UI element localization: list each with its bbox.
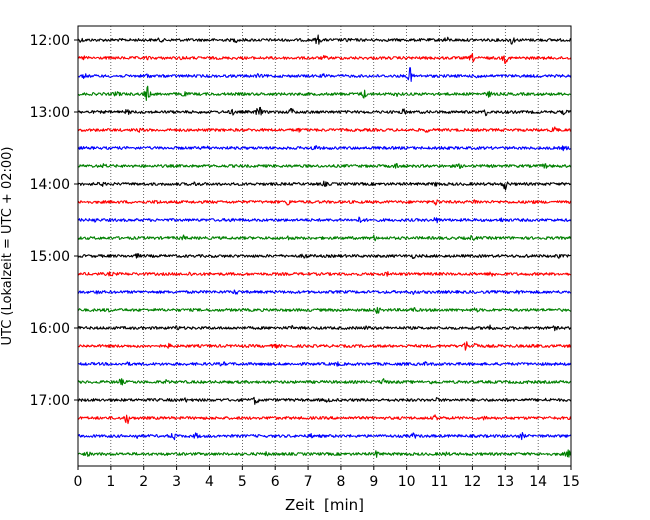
plot-frame xyxy=(77,25,572,467)
x-tick-label: 2 xyxy=(139,474,148,490)
seismogram-trace-row xyxy=(77,271,572,277)
x-tick-label: 3 xyxy=(172,474,181,490)
seismogram-trace-row xyxy=(77,67,572,82)
seismogram-traces xyxy=(77,34,572,458)
x-tick-label: 4 xyxy=(205,474,214,490)
seismogram-trace-row xyxy=(77,289,572,296)
seismogram-trace-row xyxy=(77,341,572,351)
x-tick-label: 6 xyxy=(271,474,280,490)
x-tick-label: 9 xyxy=(369,474,378,490)
seismogram-trace-row xyxy=(77,324,572,332)
x-axis-ticks: 0 1 2 3 4 5 6 7 8 9 10 11 12 13 14 15 xyxy=(74,466,580,490)
x-tick-label: 14 xyxy=(529,474,547,490)
seismogram-trace-row xyxy=(77,396,572,405)
y-tick-label: 16:00 xyxy=(30,321,70,337)
y-tick-label: 17:00 xyxy=(30,393,70,409)
seismogram-trace-row xyxy=(77,199,572,206)
seismogram-trace-row xyxy=(77,145,572,152)
plot-background xyxy=(78,26,571,466)
x-tick-label: 12 xyxy=(463,474,481,490)
y-tick-label: 12:00 xyxy=(30,33,70,49)
seismogram-trace-row xyxy=(77,106,572,117)
x-tick-label: 7 xyxy=(304,474,313,490)
seismogram-trace-row xyxy=(77,163,572,169)
seismogram-trace-row xyxy=(77,306,572,314)
seismogram-trace-row xyxy=(77,85,572,102)
x-tick-label: 10 xyxy=(398,474,416,490)
seismogram-trace-row xyxy=(77,52,572,64)
seismogram-trace-row xyxy=(77,414,572,425)
seismogram-trace-row xyxy=(77,216,572,224)
x-tick-label: 11 xyxy=(431,474,449,490)
x-tick-label: 5 xyxy=(238,474,247,490)
seismogram-trace-row xyxy=(77,253,572,260)
seismogram-trace-row xyxy=(77,34,572,45)
seismogram-trace-row xyxy=(77,126,572,133)
y-tick-label: 13:00 xyxy=(30,105,70,121)
x-tick-label: 1 xyxy=(106,474,115,490)
seismogram-trace-row xyxy=(77,378,572,386)
vertical-grid xyxy=(110,26,539,466)
seismogram-trace-row xyxy=(77,449,572,458)
y-tick-label: 14:00 xyxy=(30,177,70,193)
x-tick-label: 13 xyxy=(496,474,514,490)
y-axis-ticks: 12:00 13:00 14:00 15:00 16:00 17:00 xyxy=(30,33,78,409)
x-tick-label: 8 xyxy=(336,474,345,490)
y-tick-label: 15:00 xyxy=(30,249,70,265)
x-tick-label: 0 xyxy=(74,474,83,490)
seismogram-trace-row xyxy=(77,361,572,367)
x-axis-label: Zeit [min] xyxy=(285,496,364,514)
seismogram-trace-row xyxy=(77,234,572,242)
x-tick-label: 15 xyxy=(562,474,580,490)
seismogram-trace-row xyxy=(77,180,572,191)
seismogram-trace-row xyxy=(77,431,572,441)
y-axis-label: UTC (Lokalzeit = UTC + 02:00) xyxy=(0,147,15,346)
